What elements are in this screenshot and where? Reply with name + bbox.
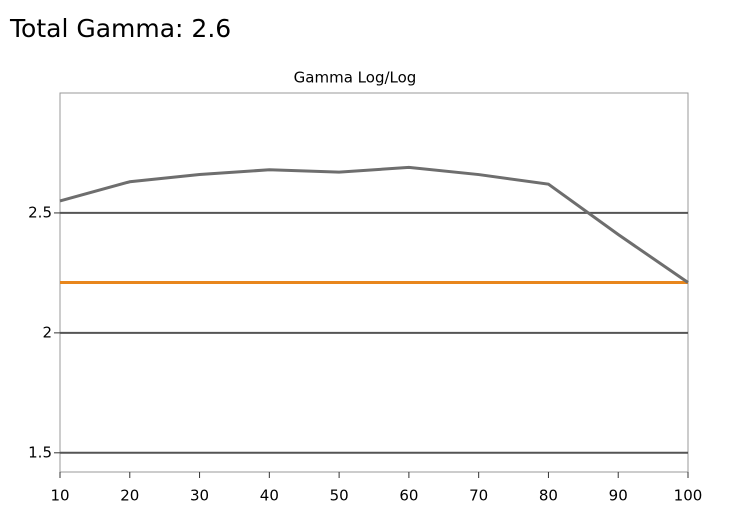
x-tick-label: 40 bbox=[260, 487, 279, 505]
x-tick-label: 30 bbox=[190, 487, 209, 505]
x-tick-label: 20 bbox=[120, 487, 139, 505]
x-tick-label: 50 bbox=[330, 487, 349, 505]
chart-title: Gamma Log/Log bbox=[294, 69, 417, 87]
y-tick-label: 2.5 bbox=[28, 203, 52, 221]
x-tick-label: 100 bbox=[674, 487, 703, 505]
x-tick-label: 60 bbox=[399, 487, 418, 505]
page-title: Total Gamma: 2.6 bbox=[9, 14, 231, 43]
x-tick-label: 80 bbox=[539, 487, 558, 505]
series-line bbox=[59, 165, 689, 284]
y-tick-label: 1.5 bbox=[28, 443, 52, 461]
x-tick-label: 10 bbox=[50, 487, 69, 505]
x-tick-label: 70 bbox=[469, 487, 488, 505]
x-tick-label: 90 bbox=[609, 487, 628, 505]
y-tick-label: 2 bbox=[42, 323, 52, 341]
